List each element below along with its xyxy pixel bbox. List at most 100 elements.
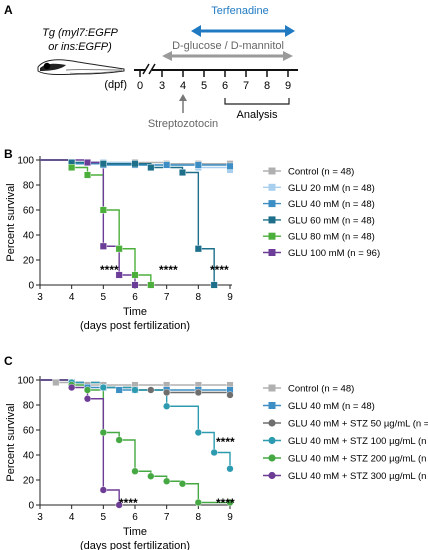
timeline: 0 3 4 5 6 7 8 9 bbox=[134, 63, 298, 92]
y-tick-label: 100 bbox=[17, 156, 34, 167]
legend-label: Control (n = 48) bbox=[288, 167, 354, 178]
data-point bbox=[147, 386, 155, 394]
y-tick-label: 80 bbox=[23, 181, 35, 192]
data-point bbox=[210, 448, 218, 457]
data-point bbox=[131, 160, 139, 168]
data-point bbox=[99, 160, 107, 168]
legend-label: GLU 40 mM + STZ 50 µg/mL (n = 48) bbox=[288, 419, 428, 430]
x-tick-label: 3 bbox=[37, 292, 43, 303]
timeline-tick-label: 4 bbox=[180, 80, 186, 92]
medium-label: D-glucose / D-mannitol bbox=[172, 40, 284, 52]
data-point bbox=[194, 161, 202, 169]
data-point bbox=[52, 379, 60, 387]
data-point bbox=[83, 171, 91, 179]
x-tick-label: 5 bbox=[101, 512, 107, 523]
y-tick-label: 40 bbox=[23, 451, 35, 462]
significance-c-3: **** bbox=[216, 496, 235, 510]
data-point bbox=[178, 168, 186, 176]
x-tick-label: 6 bbox=[132, 512, 138, 523]
y-tick-label: 100 bbox=[17, 376, 34, 387]
y-tick-label: 60 bbox=[23, 206, 35, 217]
data-point bbox=[210, 281, 218, 289]
legend-marker bbox=[268, 216, 276, 224]
legend-marker bbox=[268, 249, 276, 256]
y-tick-label: 60 bbox=[23, 426, 35, 437]
series-line bbox=[40, 159, 136, 285]
timeline-tick-label: 9 bbox=[285, 80, 291, 92]
significance-c-1: **** bbox=[216, 435, 235, 449]
y-axis-title: Percent survival bbox=[5, 183, 17, 261]
legend-marker bbox=[268, 454, 276, 462]
data-point bbox=[226, 391, 234, 399]
legend-marker bbox=[268, 183, 276, 191]
x-axis-subtitle: (days post fertilization) bbox=[80, 540, 190, 550]
y-tick-label: 0 bbox=[28, 501, 34, 512]
timeline-tick-label: 3 bbox=[159, 80, 165, 92]
y-tick-label: 80 bbox=[23, 401, 35, 412]
streptozotocin-label: Streptozotocin bbox=[148, 118, 218, 130]
x-tick-label: 3 bbox=[37, 512, 43, 523]
data-point bbox=[178, 480, 187, 488]
data-point bbox=[147, 472, 155, 480]
data-point bbox=[131, 386, 139, 394]
x-tick-label: 4 bbox=[69, 292, 75, 303]
data-point bbox=[68, 383, 76, 392]
data-point bbox=[99, 428, 107, 437]
x-tick-label: 7 bbox=[164, 512, 170, 523]
series-line bbox=[40, 159, 152, 285]
panel-b: B 0 20 40 60 80 100 3 4 5 6 7 8 9 Time (days post fert… bbox=[4, 147, 380, 332]
legend-label: GLU 80 mM (n = 48) bbox=[288, 232, 375, 243]
data-point bbox=[147, 281, 155, 289]
legend-label: GLU 40 mM + STZ 200 µg/mL (n = 48) bbox=[288, 454, 428, 465]
data-point bbox=[83, 395, 92, 403]
data-point bbox=[226, 498, 234, 507]
legend-label: GLU 40 mM + STZ 100 µg/mL (n = 48) bbox=[288, 436, 428, 447]
panel-a-label: A bbox=[4, 3, 13, 17]
data-point bbox=[226, 162, 234, 170]
legend-label: GLU 40 mM (n = 48) bbox=[288, 199, 375, 210]
data-point bbox=[99, 206, 107, 214]
data-point bbox=[115, 245, 123, 253]
data-point bbox=[68, 163, 76, 171]
streptozotocin-arrow bbox=[179, 94, 187, 113]
panel-a: A Tg (myl7:EGFP or ins:EGFP) Terfenadine… bbox=[4, 3, 298, 130]
legend-marker bbox=[268, 402, 276, 409]
legend-label: GLU 40 mM (n = 48) bbox=[288, 401, 375, 412]
data-point bbox=[131, 271, 139, 279]
series-line bbox=[40, 159, 215, 285]
x-tick-label: 4 bbox=[69, 512, 75, 523]
data-point bbox=[99, 486, 107, 494]
x-tick-label: 9 bbox=[227, 512, 233, 523]
x-tick-label: 8 bbox=[196, 292, 202, 303]
analysis-label: Analysis bbox=[237, 109, 278, 121]
significance-b-1: **** bbox=[100, 263, 119, 277]
data-point bbox=[147, 163, 155, 171]
data-point bbox=[115, 501, 123, 509]
fish-label-line1: Tg (myl7:EGFP bbox=[42, 27, 118, 39]
significance-c-2: **** bbox=[119, 496, 138, 510]
x-axis-title: Time bbox=[123, 526, 147, 538]
data-point bbox=[226, 465, 234, 473]
data-point bbox=[163, 477, 171, 485]
significance-b-2: **** bbox=[159, 263, 178, 277]
panel-c-label: C bbox=[4, 354, 13, 368]
legend-label: GLU 100 mM (n = 96) bbox=[288, 248, 380, 259]
x-tick-label: 7 bbox=[164, 292, 170, 303]
data-point bbox=[83, 158, 91, 166]
medium-arrow bbox=[162, 51, 293, 61]
timeline-tick-label: 0 bbox=[137, 80, 143, 92]
x-axis-title: Time bbox=[123, 306, 147, 318]
data-point bbox=[115, 271, 123, 279]
y-tick-label: 20 bbox=[23, 256, 35, 267]
x-tick-label: 9 bbox=[227, 292, 233, 303]
data-point bbox=[99, 242, 107, 250]
timeline-tick-label: 5 bbox=[201, 80, 207, 92]
x-tick-label: 5 bbox=[101, 292, 107, 303]
terfenadine-arrow bbox=[191, 25, 295, 37]
data-point bbox=[194, 498, 202, 507]
panel-b-label: B bbox=[4, 147, 13, 161]
data-point bbox=[99, 383, 107, 392]
legend-marker bbox=[268, 384, 276, 392]
timeline-tick-label: 6 bbox=[222, 80, 228, 92]
